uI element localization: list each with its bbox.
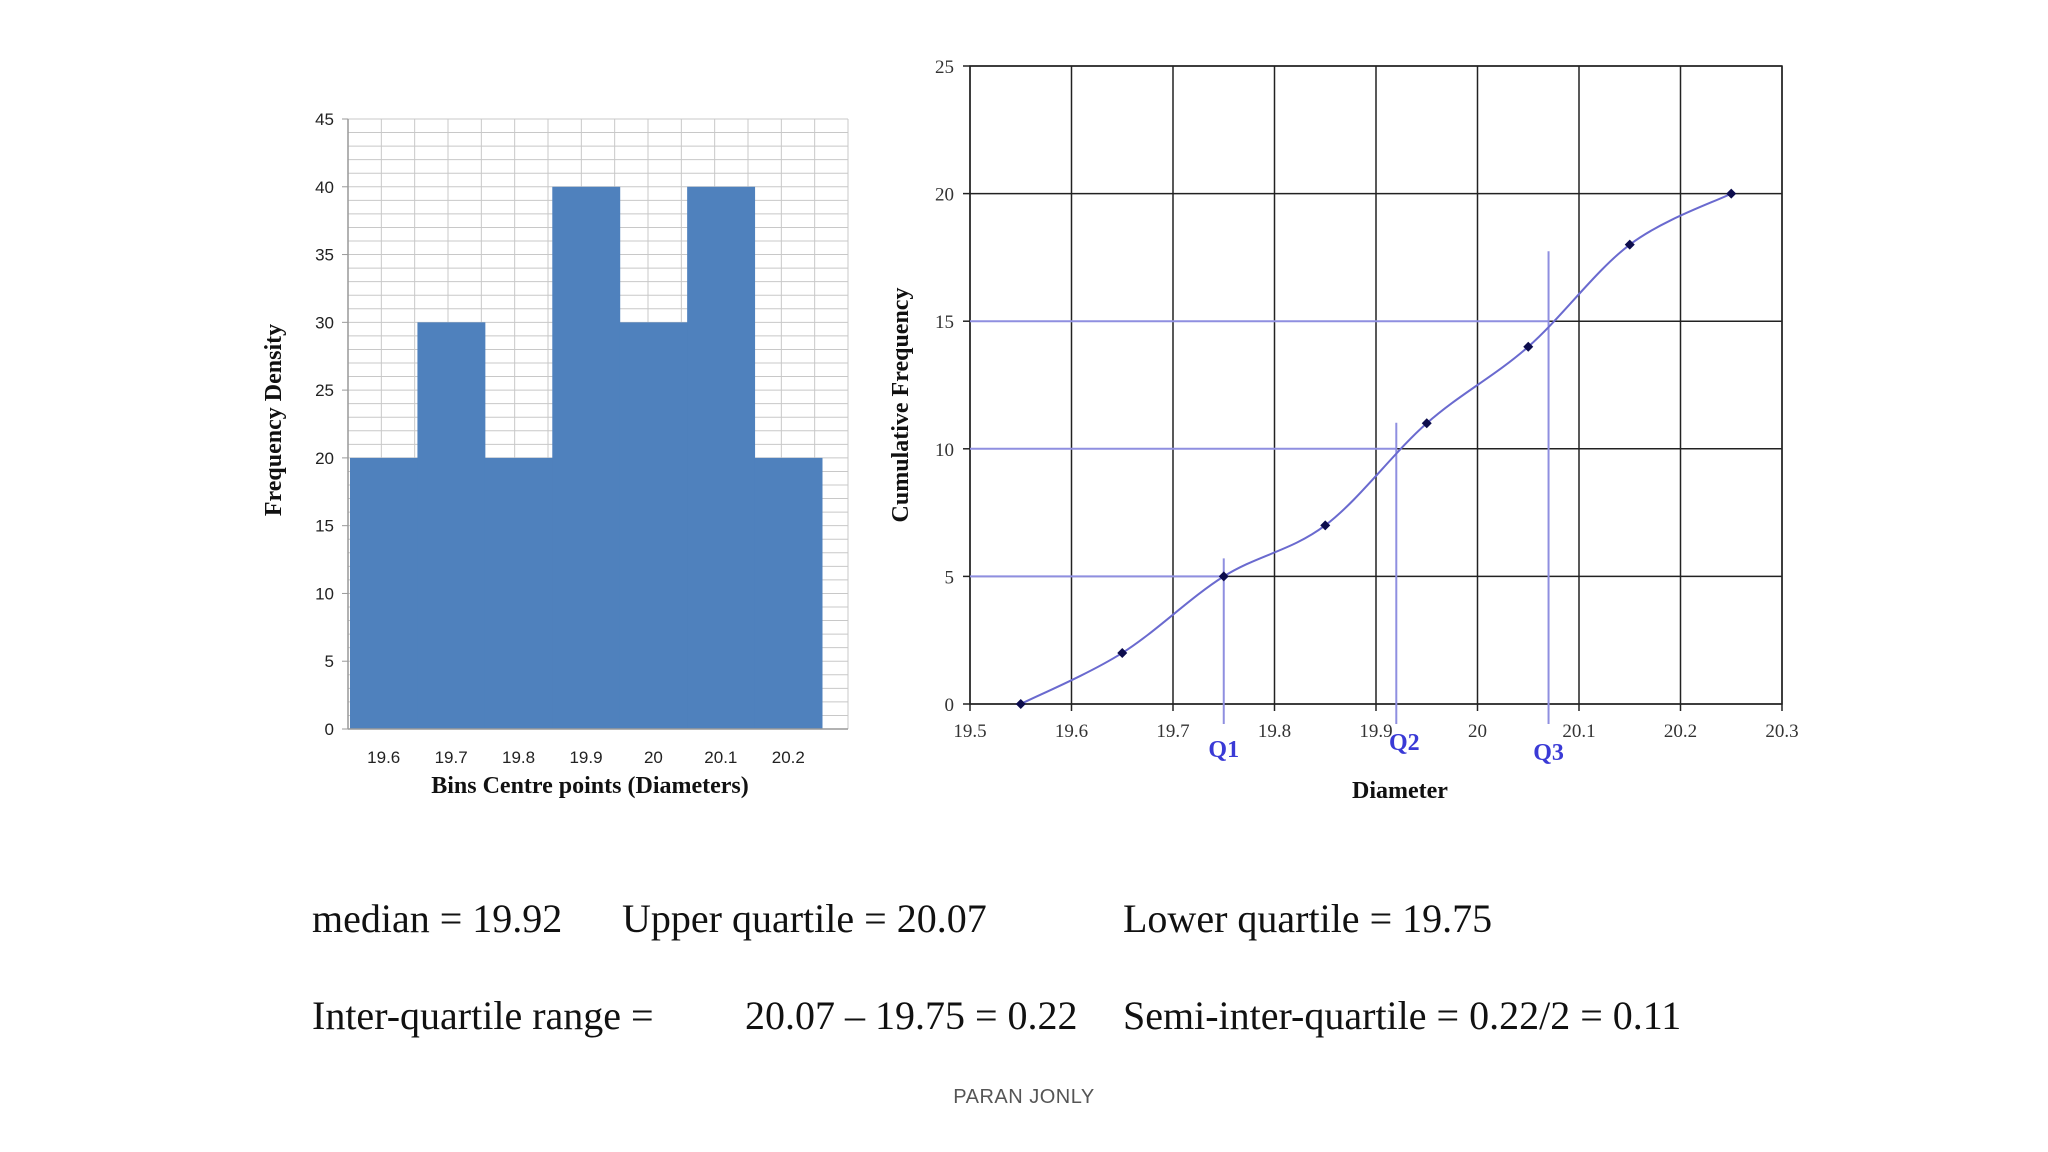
histogram-x-tick-label: 20.2 [772,748,805,767]
histogram-x-tick-label: 19.7 [435,748,468,767]
cumulative-x-tick-label: 20.2 [1664,721,1697,742]
semi-iqr-text: Semi-inter-quartile = 0.22/2 = 0.11 [1123,993,1682,1038]
histogram-x-tick-label: 20 [644,748,663,767]
cumulative-data-point [1320,520,1331,531]
cumulative-y-tick-label: 20 [935,185,954,206]
cumulative-x-tick-label: 19.7 [1156,721,1189,742]
histogram-y-axis-title: Frequency Density [261,324,287,516]
histogram-y-tick-label: 35 [315,246,334,265]
histogram-y-tick-label: 15 [315,517,334,536]
footer-text: PARAN JONLY [953,1086,1095,1108]
histogram-bar [350,457,418,729]
cumulative-x-tick-label: 20.1 [1562,721,1595,742]
cumulative-y-tick-label: 5 [945,567,955,588]
histogram-bar [619,322,688,729]
histogram-bar [754,457,823,729]
histogram-y-tick-label: 40 [315,178,334,197]
histogram-y-tick-label: 5 [325,652,334,671]
cumulative-x-tick-label: 19.5 [953,721,986,742]
histogram-bar [484,457,553,729]
quartile-label: Q3 [1533,740,1564,766]
quartile-label: Q1 [1208,737,1239,763]
cumulative-y-tick-label: 15 [935,312,954,333]
histogram-y-tick-label: 25 [315,381,334,400]
cumulative-x-tick-label: 20 [1468,721,1487,742]
histogram-y-tick-label: 30 [315,313,334,332]
histogram-bar [687,186,756,729]
cumulative-y-axis-title: Cumulative Frequency [888,288,914,523]
histogram-y-tick-label: 10 [315,584,334,603]
cumulative-data-point [1117,647,1128,658]
cumulative-data-point [1218,571,1229,582]
histogram-y-tick-label: 45 [315,110,334,129]
histogram-x-tick-label: 19.9 [569,748,602,767]
cumulative-data-point [1421,418,1432,429]
cumulative-y-tick-label: 0 [945,695,955,716]
histogram-x-tick-label: 19.6 [367,748,400,767]
upper-quartile-text: Upper quartile = 20.07 [622,896,987,941]
cumulative-frequency-curve [1020,192,1732,705]
cumulative-data-point [1726,188,1737,199]
histogram-bar [552,186,621,729]
histogram-y-tick-label: 0 [325,720,334,739]
histogram-x-tick-label: 19.8 [502,748,535,767]
cumulative-data-point [1015,699,1026,709]
histogram-x-tick-label: 20.1 [704,748,737,767]
quartile-label: Q2 [1389,730,1420,756]
histogram-y-tick-label: 20 [315,449,334,468]
cumulative-y-tick-label: 25 [935,57,954,78]
median-text: median = 19.92 [312,896,563,941]
histogram-bar [417,322,486,729]
cumulative-x-tick-label: 19.6 [1055,721,1088,742]
cumulative-data-point [1523,341,1534,352]
iqr-label: Inter-quartile range = [312,993,654,1038]
lower-quartile-text: Lower quartile = 19.75 [1123,896,1493,941]
cumulative-x-tick-label: 19.8 [1258,721,1291,742]
cumulative-y-tick-label: 10 [935,440,954,461]
histogram-x-axis-title: Bins Centre points (Diameters) [431,773,749,799]
cumulative-x-tick-label: 19.9 [1359,721,1392,742]
cumulative-x-tick-label: 20.3 [1765,721,1798,742]
iqr-calculation: 20.07 – 19.75 = 0.22 [745,993,1078,1038]
cumulative-x-axis-title: Diameter [1352,778,1448,804]
cumulative-data-point [1624,239,1635,250]
